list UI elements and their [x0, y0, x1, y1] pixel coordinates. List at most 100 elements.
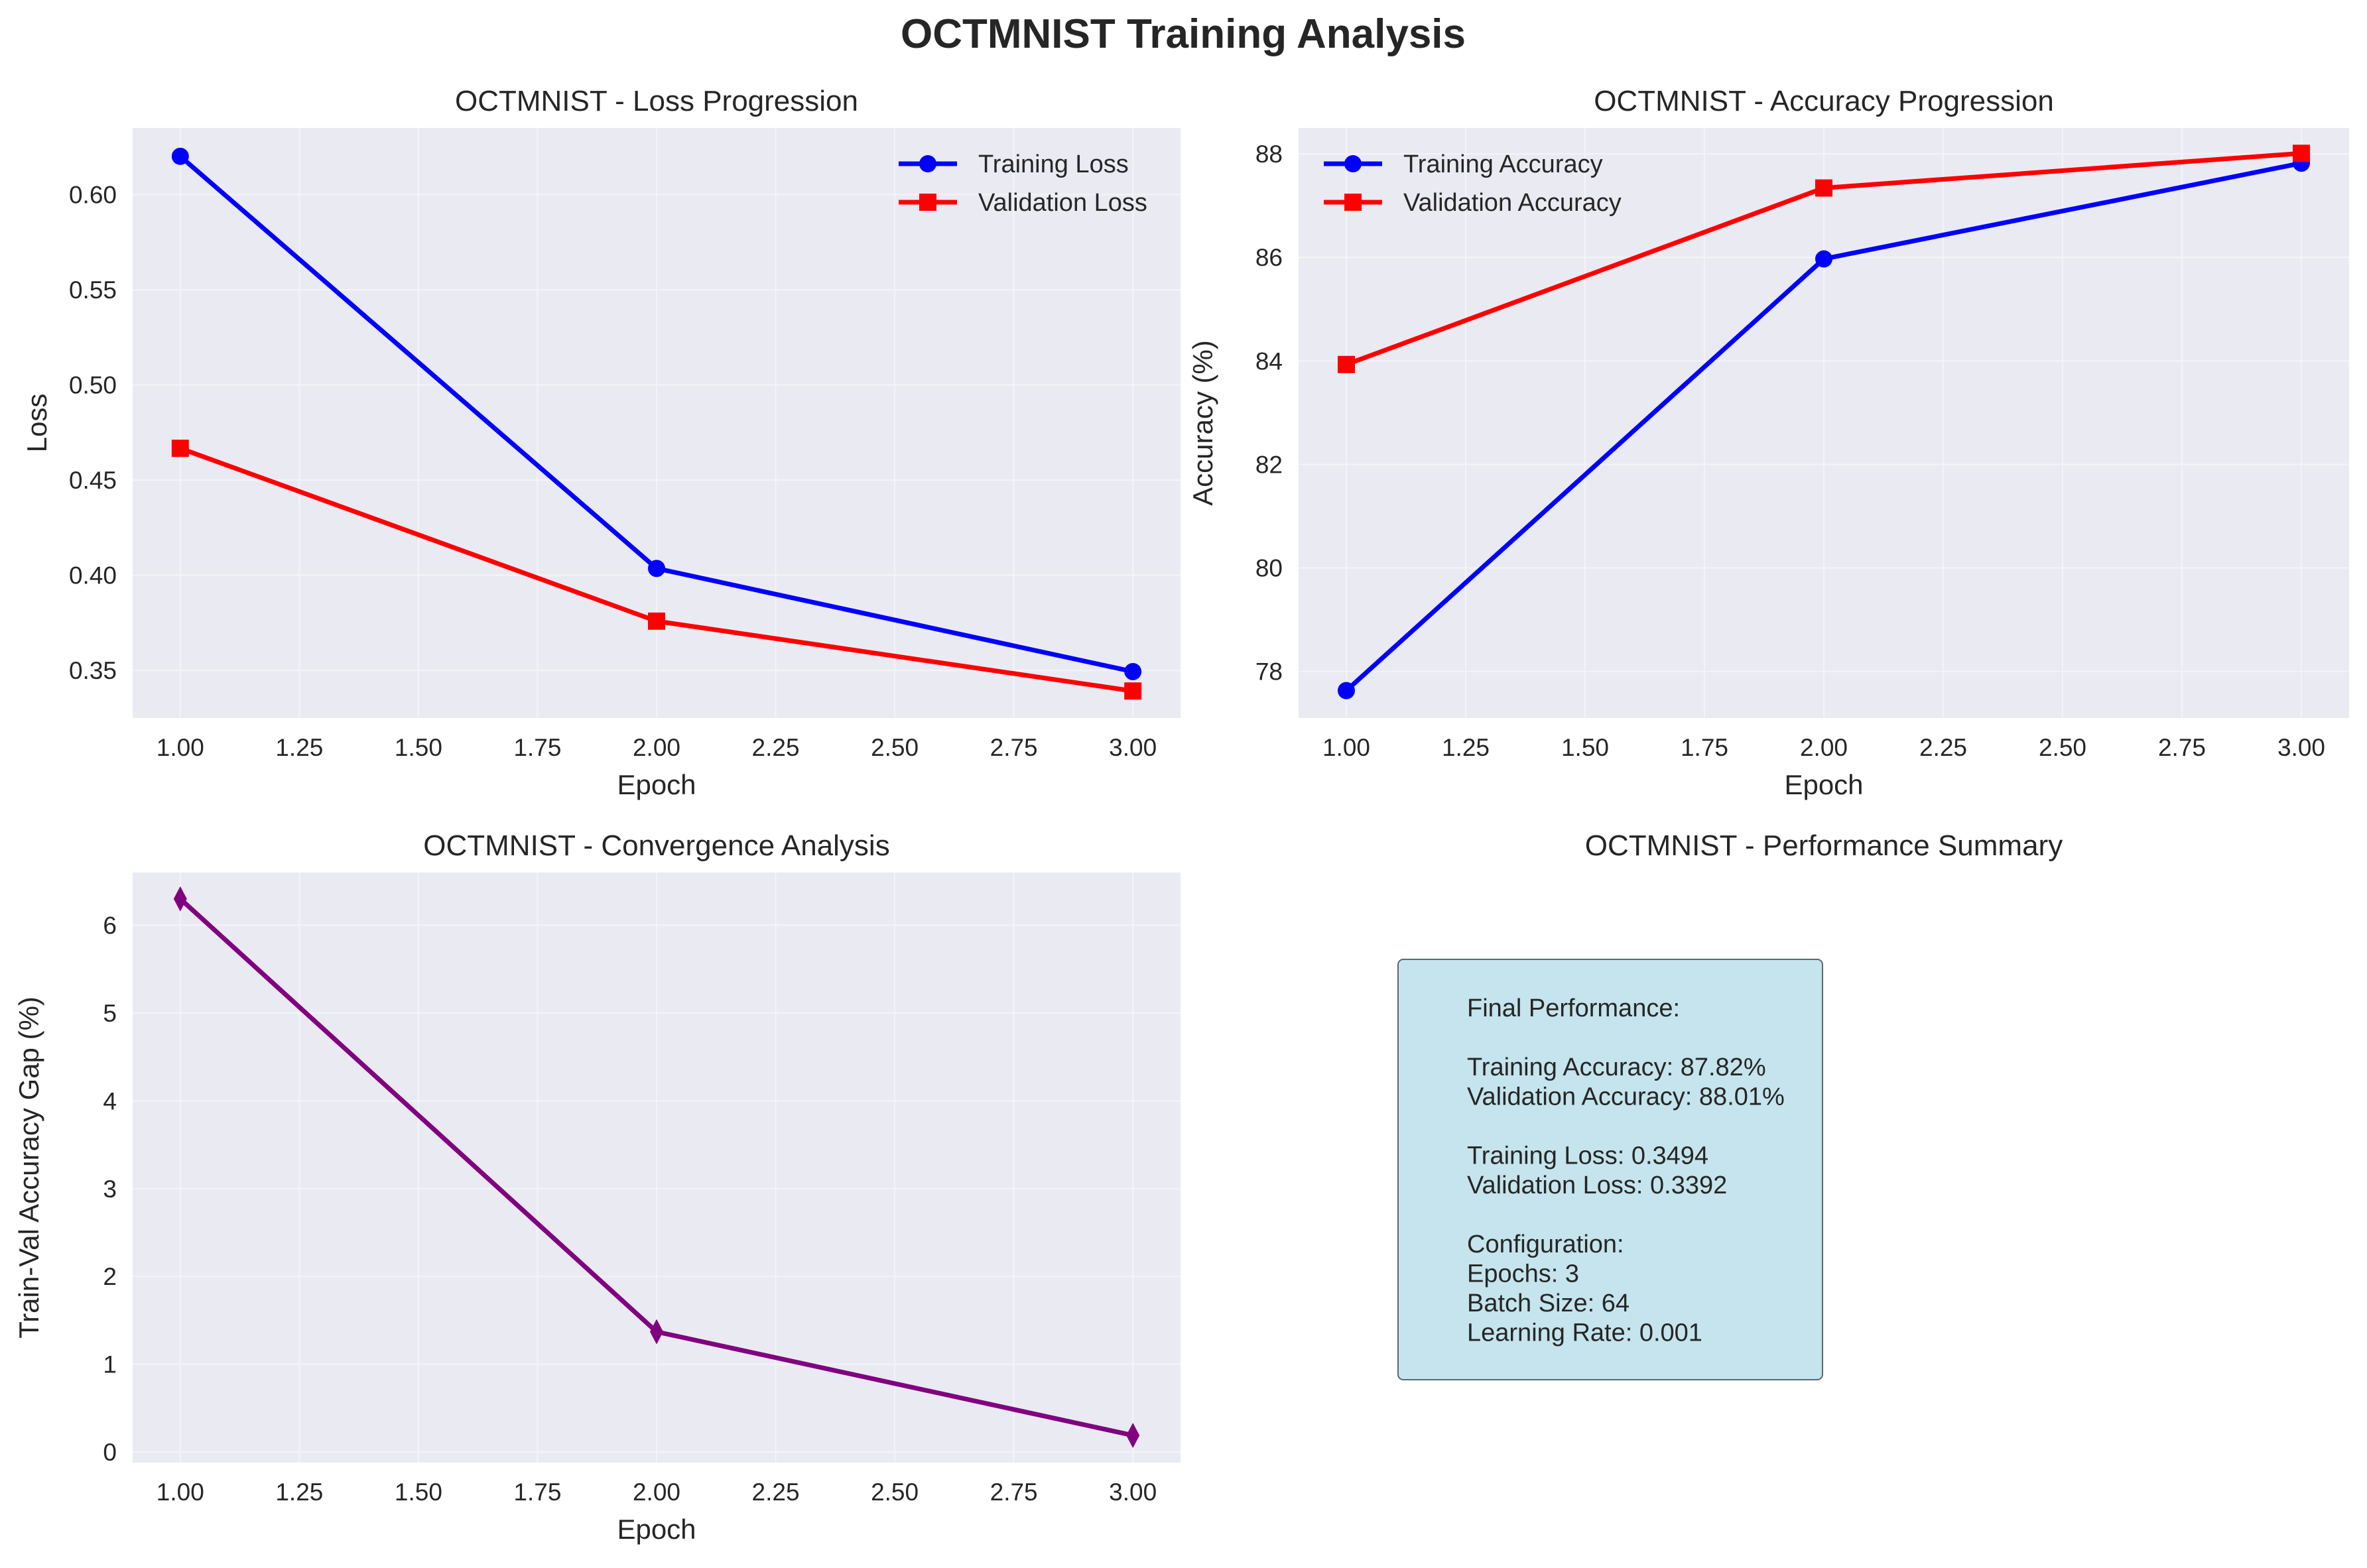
y-tick-label: 1 — [103, 1351, 117, 1378]
x-tick-label: 1.25 — [275, 1478, 323, 1506]
accuracy-chart-title: OCTMNIST - Accuracy Progression — [1594, 85, 2054, 117]
data-point — [1815, 179, 1832, 197]
x-tick-label: 1.75 — [1681, 734, 1728, 761]
y-tick-label: 0.35 — [69, 657, 117, 684]
validation-loss-series — [171, 440, 1142, 700]
data-point — [650, 1319, 663, 1345]
x-tick-label: 1.50 — [395, 1478, 442, 1506]
loss-chart: OCTMNIST - Loss Progression 1.00 1.25 1.50… — [21, 85, 1181, 800]
legend-marker — [1344, 155, 1362, 172]
x-tick-label: 2.25 — [1919, 734, 1967, 761]
legend-marker — [919, 194, 936, 211]
y-tick-label: 0.50 — [69, 372, 117, 399]
x-tick-label: 1.00 — [1322, 734, 1370, 761]
gap-grid — [133, 873, 1181, 1463]
y-tick-label: 0 — [103, 1439, 117, 1466]
gap-gap-series — [173, 886, 1140, 1448]
x-tick-label: 2.25 — [752, 734, 800, 761]
x-tick-label: 2.25 — [752, 1478, 800, 1506]
data-point — [1338, 355, 1355, 373]
y-tick-label: 4 — [103, 1087, 117, 1115]
x-tick-label: 2.00 — [1800, 734, 1848, 761]
x-tick-label: 1.75 — [513, 734, 561, 761]
accuracy-chart: OCTMNIST - Accuracy Progression 1.00 1.25… — [1187, 85, 2349, 800]
summary-line: Validation Loss: 0.3392 — [1467, 1172, 1727, 1199]
x-tick-label: 2.00 — [633, 1478, 680, 1506]
x-tick-label: 1.25 — [1442, 734, 1490, 761]
y-tick-label: 5 — [103, 1000, 117, 1027]
x-tick-label: 1.75 — [513, 1478, 561, 1506]
validation-accuracy-series — [1338, 145, 2310, 373]
data-point — [648, 612, 665, 630]
gap-x-axis-label: Epoch — [617, 1514, 696, 1545]
data-point — [1124, 682, 1142, 700]
x-tick-label: 1.50 — [1561, 734, 1609, 761]
y-tick-label: 0.40 — [69, 562, 117, 589]
data-point — [171, 440, 189, 457]
acc-legend: Training Accuracy Validation Accuracy — [1324, 151, 1622, 217]
summary-line: Training Accuracy: 87.82% — [1467, 1054, 1766, 1081]
x-tick-label: 2.75 — [990, 734, 1038, 761]
x-tick-label: 2.50 — [871, 1478, 919, 1506]
y-tick-label: 3 — [103, 1176, 117, 1203]
data-point — [173, 886, 187, 912]
figure-title: OCTMNIST Training Analysis — [901, 11, 1466, 57]
performance-summary: OCTMNIST - Performance Summary Final Per… — [1397, 829, 2063, 1380]
data-point — [1815, 250, 1832, 268]
y-tick-label: 0.45 — [69, 467, 117, 494]
x-tick-label: 3.00 — [1109, 734, 1157, 761]
summary-line: Epochs: 3 — [1467, 1260, 1579, 1288]
convergence-chart-title: OCTMNIST - Convergence Analysis — [423, 829, 889, 862]
data-point — [648, 560, 665, 577]
summary-line: Training Loss: 0.3494 — [1467, 1142, 1708, 1170]
summary-line: Configuration: — [1467, 1231, 1624, 1258]
summary-line: Validation Accuracy: 88.01% — [1467, 1083, 1785, 1111]
x-tick-label: 1.50 — [395, 734, 442, 761]
data-point — [1126, 1422, 1140, 1448]
x-tick-label: 1.00 — [157, 1478, 204, 1506]
data-point — [1124, 662, 1142, 680]
summary-line: Batch Size: 64 — [1467, 1290, 1630, 1317]
x-tick-label: 2.75 — [990, 1478, 1038, 1506]
summary-box — [1397, 959, 1823, 1380]
x-tick-label: 3.00 — [2277, 734, 2325, 761]
legend-label: Training Accuracy — [1403, 151, 1603, 178]
x-tick-label: 2.00 — [633, 734, 680, 761]
y-tick-label: 6 — [103, 912, 117, 939]
acc-grid — [1299, 128, 2349, 718]
loss-chart-title: OCTMNIST - Loss Progression — [455, 85, 858, 117]
convergence-chart: OCTMNIST - Convergence Analysis 1.00 1.25… — [13, 829, 1181, 1545]
x-tick-label: 2.50 — [2039, 734, 2086, 761]
y-tick-label: 0.55 — [69, 276, 117, 304]
y-tick-label: 0.60 — [69, 181, 117, 208]
training-loss-series — [171, 147, 1142, 680]
acc-x-axis-label: Epoch — [1784, 769, 1863, 800]
legend-label: Training Loss — [978, 151, 1129, 178]
y-tick-label: 84 — [1255, 347, 1283, 375]
data-point — [2293, 145, 2310, 162]
loss-x-axis-label: Epoch — [617, 769, 696, 800]
x-tick-label: 2.50 — [871, 734, 919, 761]
x-tick-label: 1.00 — [157, 734, 204, 761]
summary-line: Final Performance: — [1467, 995, 1680, 1022]
acc-y-axis-label: Accuracy (%) — [1187, 340, 1218, 506]
gap-y-axis-label: Train-Val Accuracy Gap (%) — [13, 996, 44, 1339]
loss-legend: Training Loss Validation Loss — [899, 151, 1147, 217]
x-tick-label: 1.25 — [275, 734, 323, 761]
legend-label: Validation Accuracy — [1403, 189, 1622, 217]
loss-y-axis-label: Loss — [21, 394, 52, 453]
summary-line: Learning Rate: 0.001 — [1467, 1319, 1702, 1347]
legend-marker — [1344, 194, 1362, 211]
y-tick-label: 2 — [103, 1263, 117, 1290]
data-point — [1338, 682, 1355, 699]
y-tick-label: 78 — [1255, 658, 1283, 686]
summary-lines: Final Performance: Training Accuracy: 87.… — [1467, 995, 1785, 1347]
y-tick-label: 86 — [1255, 244, 1283, 271]
y-tick-label: 82 — [1255, 451, 1283, 478]
legend-marker — [919, 155, 936, 172]
legend-label: Validation Loss — [978, 189, 1147, 217]
summary-title: OCTMNIST - Performance Summary — [1585, 829, 2063, 862]
x-tick-label: 3.00 — [1109, 1478, 1157, 1506]
y-tick-label: 88 — [1255, 141, 1283, 168]
